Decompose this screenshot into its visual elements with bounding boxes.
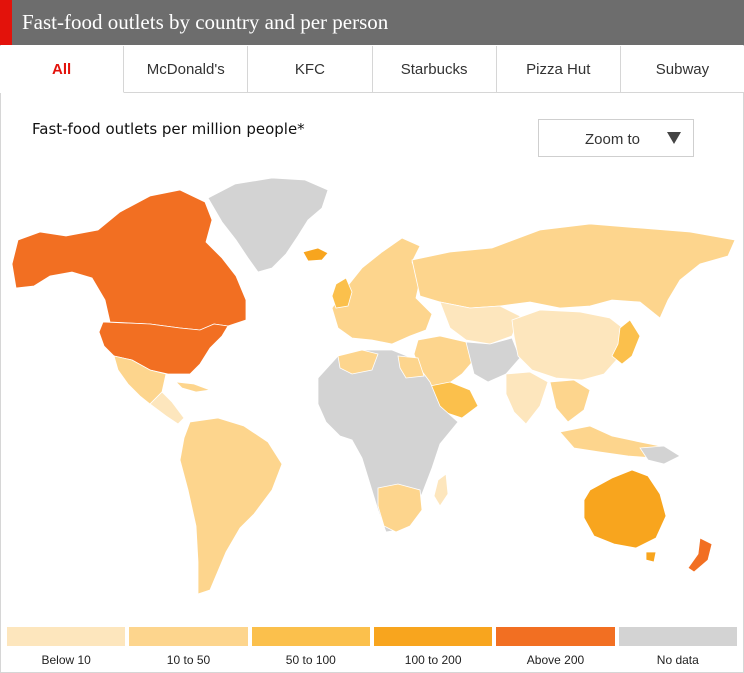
tab-all[interactable]: All	[0, 46, 125, 93]
legend-label: Above 200	[526, 653, 585, 667]
tab-mcdonalds[interactable]: McDonald's	[124, 46, 249, 93]
legend-swatch	[251, 627, 370, 646]
title-bar: Fast-food outlets by country and per per…	[0, 0, 744, 45]
zoom-dropdown[interactable]: Zoom to	[538, 119, 694, 157]
region-australia[interactable]	[583, 469, 667, 549]
region-uk-ireland[interactable]	[331, 277, 353, 309]
legend-label: 50 to 100	[285, 653, 336, 667]
region-north-africa[interactable]	[337, 349, 379, 375]
region-central-asia[interactable]	[439, 301, 521, 345]
tab-pizza-hut[interactable]: Pizza Hut	[496, 46, 621, 93]
region-new-zealand[interactable]	[687, 537, 713, 573]
region-europe[interactable]	[331, 237, 433, 345]
region-southern-africa[interactable]	[377, 483, 423, 533]
legend-label: No data	[656, 653, 699, 667]
legend-swatch	[129, 627, 248, 646]
region-papua-new-guinea[interactable]	[639, 445, 681, 465]
tab-kfc[interactable]: KFC	[248, 46, 373, 93]
legend-item: 50 to 100	[251, 627, 370, 669]
region-korea-japan[interactable]	[611, 319, 641, 365]
legend-item: Above 200	[496, 627, 615, 669]
region-canada[interactable]	[11, 189, 247, 331]
region-madagascar[interactable]	[433, 473, 449, 507]
legend-swatch	[373, 627, 493, 646]
legend: Below 10 10 to 50 50 to 100 100 to 200 A…	[7, 627, 737, 669]
region-iceland[interactable]	[302, 247, 329, 262]
tab-subway[interactable]: Subway	[620, 46, 744, 93]
region-india[interactable]	[505, 371, 549, 425]
region-south-america[interactable]	[179, 417, 283, 595]
legend-label: Below 10	[41, 653, 91, 667]
region-china[interactable]	[511, 309, 629, 381]
legend-label: 100 to 200	[404, 653, 462, 667]
region-caribbean[interactable]	[174, 381, 211, 393]
legend-swatch	[496, 627, 615, 646]
region-central-america[interactable]	[149, 391, 185, 425]
region-russia[interactable]	[411, 223, 736, 319]
legend-item: 100 to 200	[373, 627, 493, 669]
region-tasmania[interactable]	[645, 551, 657, 563]
tab-bar: All McDonald's KFC Starbucks Pizza Hut S…	[0, 46, 744, 94]
region-southeast-asia[interactable]	[549, 379, 591, 423]
map-subtitle: Fast-food outlets per million people*	[32, 120, 305, 138]
region-united-states[interactable]	[98, 321, 229, 375]
legend-swatch	[7, 627, 126, 646]
legend-swatch	[618, 627, 737, 646]
zoom-label: Zoom to	[585, 131, 641, 148]
legend-item: No data	[618, 627, 737, 669]
region-egypt[interactable]	[397, 355, 425, 379]
accent-bar	[0, 0, 12, 45]
region-greenland[interactable]	[207, 177, 329, 273]
page-title: Fast-food outlets by country and per per…	[22, 10, 389, 34]
dropdown-arrow-icon	[667, 132, 681, 144]
world-map	[11, 177, 736, 595]
tab-starbucks[interactable]: Starbucks	[372, 46, 497, 93]
legend-label: 10 to 50	[166, 653, 211, 667]
legend-item: 10 to 50	[129, 627, 248, 669]
legend-item: Below 10	[7, 627, 126, 669]
